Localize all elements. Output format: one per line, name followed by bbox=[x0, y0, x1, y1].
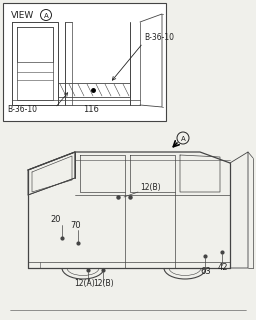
Text: 70: 70 bbox=[70, 221, 81, 230]
Text: 116: 116 bbox=[83, 105, 99, 114]
Text: B-36-10: B-36-10 bbox=[144, 33, 174, 42]
Text: 63: 63 bbox=[200, 267, 211, 276]
Text: A: A bbox=[181, 135, 185, 141]
Text: VIEW: VIEW bbox=[11, 11, 34, 20]
Text: 12(B): 12(B) bbox=[93, 279, 114, 288]
Text: A: A bbox=[44, 12, 48, 19]
Circle shape bbox=[177, 132, 189, 144]
Text: 12(B): 12(B) bbox=[140, 183, 161, 192]
Text: 20: 20 bbox=[50, 215, 60, 224]
Text: 12(A): 12(A) bbox=[74, 279, 95, 288]
Text: B-36-10: B-36-10 bbox=[7, 105, 37, 114]
Circle shape bbox=[40, 10, 51, 20]
Text: 42: 42 bbox=[218, 263, 229, 272]
Bar bbox=[3, 3, 166, 121]
